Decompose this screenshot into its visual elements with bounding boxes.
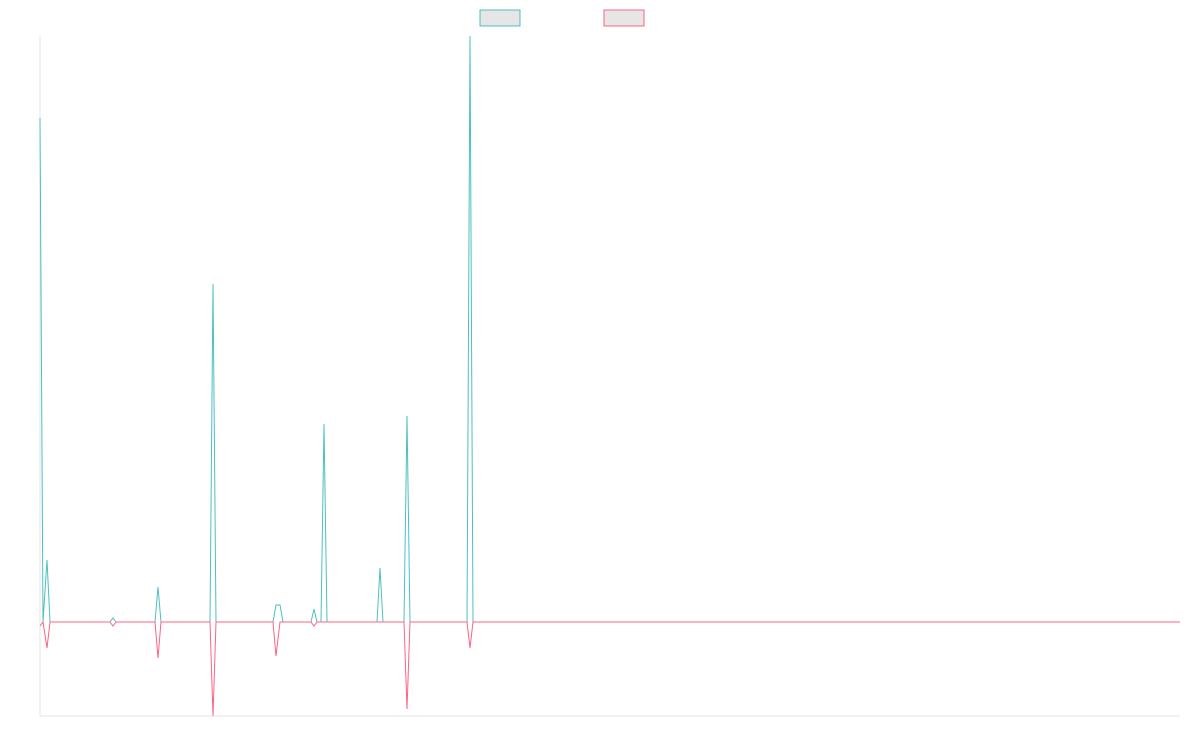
series-line	[39, 35, 1180, 623]
series-line	[39, 620, 1180, 717]
legend-swatch[interactable]	[603, 9, 645, 27]
legend-swatch[interactable]	[479, 9, 521, 27]
